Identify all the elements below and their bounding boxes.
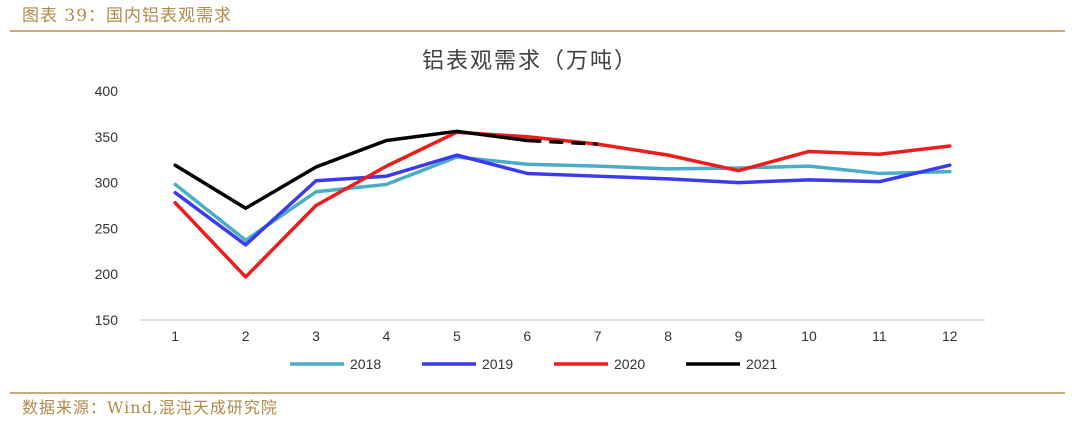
legend-label-2021: 2021 — [746, 356, 777, 372]
x-tick-label: 7 — [594, 328, 602, 344]
series-line-2018 — [173, 155, 952, 243]
bottom-divider — [10, 392, 1065, 394]
chart-title: 铝表观需求（万吨） — [422, 49, 638, 74]
x-tick-label: 10 — [801, 328, 817, 344]
y-tick-label: 200 — [95, 266, 119, 282]
y-tick-label: 350 — [95, 129, 119, 145]
series-line-2021-dashed — [527, 138, 598, 146]
series-line-2020 — [173, 130, 952, 279]
y-tick-label: 250 — [95, 220, 119, 236]
series-layer — [173, 129, 952, 279]
x-tick-label: 4 — [383, 328, 391, 344]
series-line-2021 — [173, 129, 530, 210]
figure-label: 图表 39：国内铝表观需求 — [22, 6, 233, 26]
x-tick-label: 6 — [523, 328, 531, 344]
series-line-2019 — [173, 153, 952, 247]
top-divider — [10, 30, 1065, 32]
legend: 2018 2019 2020 2021 — [290, 356, 777, 372]
x-tick-label: 5 — [453, 328, 461, 344]
y-tick-label: 400 — [95, 83, 119, 99]
x-tick-label: 3 — [312, 328, 320, 344]
y-tick-label: 150 — [95, 312, 119, 328]
x-tick-label: 2 — [242, 328, 250, 344]
legend-label-2020: 2020 — [614, 356, 645, 372]
legend-label-2019: 2019 — [482, 356, 513, 372]
y-tick-label: 300 — [95, 175, 119, 191]
legend-label-2018: 2018 — [350, 356, 381, 372]
x-tick-label: 9 — [735, 328, 743, 344]
x-tick-label: 11 — [872, 328, 887, 344]
figure-source: 数据来源：Wind,混沌天成研究院 — [22, 398, 278, 417]
x-tick-label: 8 — [664, 328, 672, 344]
x-tick-label: 12 — [942, 328, 958, 344]
x-tick-label: 1 — [171, 328, 179, 344]
